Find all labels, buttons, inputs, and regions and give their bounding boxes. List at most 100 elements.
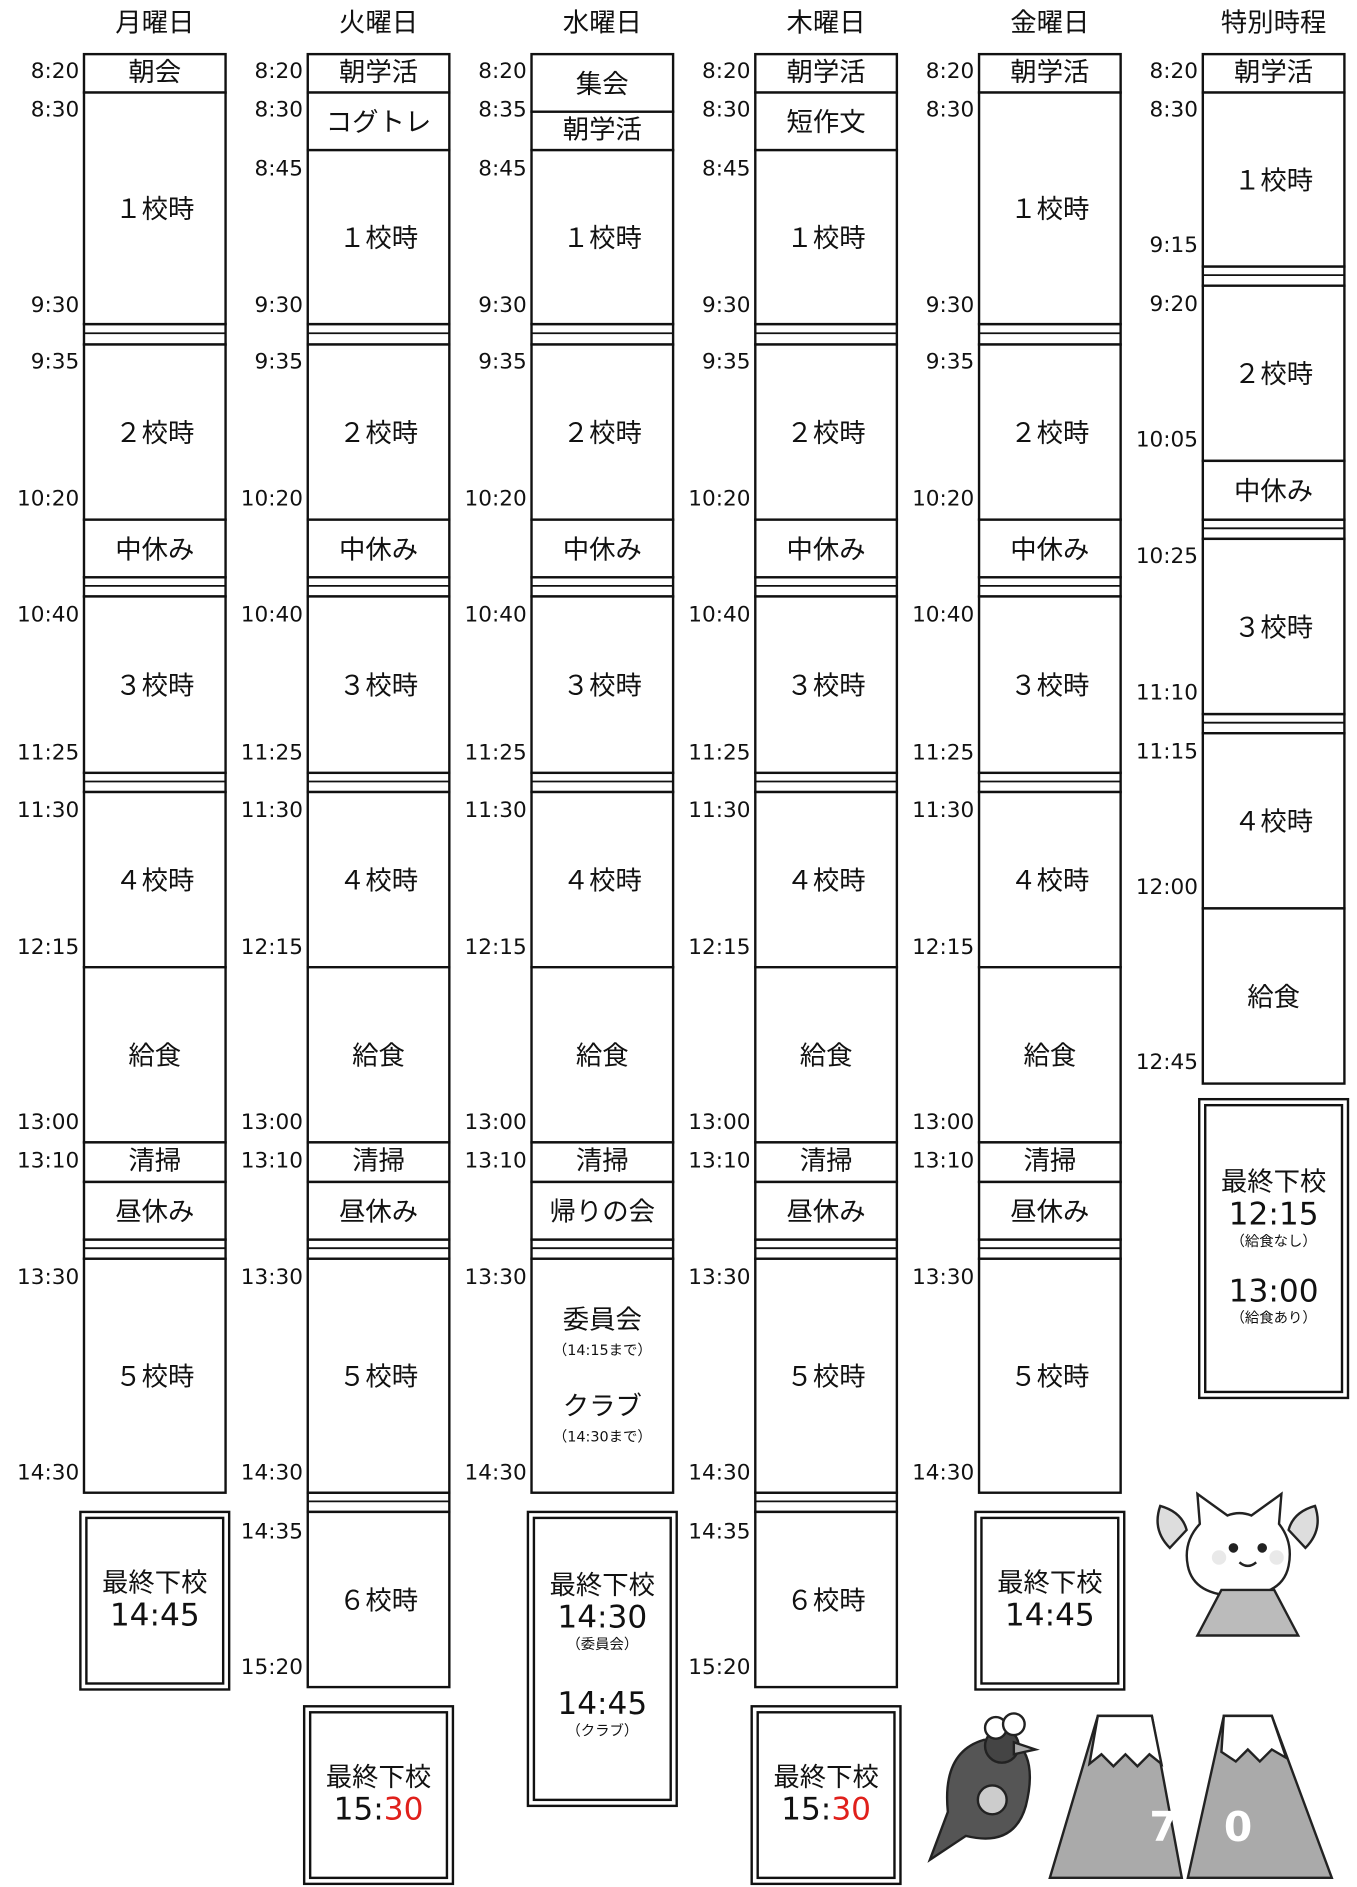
break-gap bbox=[977, 771, 1122, 794]
time-label: 13:30 bbox=[17, 1265, 79, 1290]
period-label: 給食 bbox=[352, 1042, 405, 1072]
period-block bbox=[82, 52, 227, 94]
time-label: 10:20 bbox=[688, 486, 750, 511]
period-label: 朝学活 bbox=[1010, 58, 1089, 88]
period-label: ３校時 bbox=[1010, 672, 1089, 702]
time-label: 13:00 bbox=[912, 1110, 974, 1135]
period-block bbox=[977, 790, 1122, 969]
time-label: 8:20 bbox=[1150, 59, 1198, 84]
period-label: 朝学活 bbox=[339, 58, 418, 88]
time-label: 8:30 bbox=[702, 98, 750, 123]
time-label: 12:15 bbox=[912, 935, 974, 960]
period-block bbox=[82, 1180, 227, 1241]
time-label: 13:30 bbox=[465, 1265, 527, 1290]
period-label: ４校時 bbox=[115, 867, 194, 897]
period-block bbox=[977, 52, 1122, 94]
period-block bbox=[977, 1257, 1122, 1494]
time-label: 10:40 bbox=[465, 603, 527, 628]
time-label: 12:15 bbox=[17, 935, 79, 960]
time-label: 8:30 bbox=[1150, 98, 1198, 123]
break-gap bbox=[82, 771, 227, 794]
time-label: 8:20 bbox=[478, 59, 526, 84]
time-label: 13:30 bbox=[241, 1265, 303, 1290]
period-block bbox=[306, 790, 451, 969]
time-label: 13:10 bbox=[241, 1149, 303, 1174]
time-label: 8:20 bbox=[926, 59, 974, 84]
period-block bbox=[1201, 91, 1346, 268]
time-label: 8:30 bbox=[31, 98, 79, 123]
time-label: 13:30 bbox=[912, 1265, 974, 1290]
break-gap bbox=[82, 322, 227, 346]
day-header: 水曜日 bbox=[563, 9, 642, 39]
break-gap bbox=[306, 1238, 451, 1260]
period-block bbox=[754, 595, 899, 775]
time-label: 9:35 bbox=[254, 349, 302, 374]
period-label: １校時 bbox=[339, 224, 418, 254]
day-column: 火曜日 8:20 8:30 8:45 9:30 9:35 10:20 10:40 11:25 11… bbox=[241, 9, 455, 1886]
period-block bbox=[754, 91, 899, 152]
period-label: ５校時 bbox=[1010, 1363, 1089, 1393]
time-label: 10:20 bbox=[912, 486, 974, 511]
period-block bbox=[306, 343, 451, 521]
time-label: 10:40 bbox=[241, 603, 303, 628]
period-label: ３校時 bbox=[115, 672, 194, 702]
period-block bbox=[530, 790, 675, 969]
period-label: 中休み bbox=[339, 535, 418, 565]
period-block bbox=[977, 595, 1122, 775]
period-label: ３校時 bbox=[339, 672, 418, 702]
period-label: 昼休み bbox=[115, 1198, 194, 1228]
svg-text:0: 0 bbox=[1224, 1803, 1252, 1851]
period-block bbox=[530, 1180, 675, 1241]
time-label: 10:20 bbox=[465, 486, 527, 511]
time-label: 10:20 bbox=[241, 486, 303, 511]
period-label: ５校時 bbox=[339, 1363, 418, 1393]
break-gap bbox=[754, 576, 899, 598]
period-block bbox=[306, 1180, 451, 1241]
period-label: ４校時 bbox=[563, 867, 642, 897]
time-label: 14:30 bbox=[688, 1461, 750, 1486]
period-label: 集会 bbox=[576, 70, 629, 100]
time-label: 11:25 bbox=[465, 741, 527, 766]
dismissal-outer bbox=[750, 1705, 902, 1886]
break-gap bbox=[1201, 265, 1346, 287]
period-block bbox=[1201, 459, 1346, 521]
day-header: 金曜日 bbox=[1010, 9, 1089, 39]
period-label: 清掃 bbox=[800, 1147, 853, 1177]
time-label: 9:30 bbox=[926, 293, 974, 318]
period-block bbox=[530, 110, 675, 152]
period-block bbox=[754, 343, 899, 521]
time-label: 14:30 bbox=[17, 1461, 79, 1486]
period-block bbox=[977, 1141, 1122, 1184]
dismissal-outer bbox=[79, 1510, 231, 1691]
time-label: 10:40 bbox=[17, 603, 79, 628]
time-label: 13:00 bbox=[688, 1110, 750, 1135]
time-label: 12:15 bbox=[241, 935, 303, 960]
time-label: 13:30 bbox=[688, 1265, 750, 1290]
period-block bbox=[530, 518, 675, 579]
break-gap bbox=[306, 576, 451, 598]
dismissal-title: 最終下校 bbox=[1221, 1168, 1327, 1198]
period-block bbox=[754, 1510, 899, 1689]
period-label: ２校時 bbox=[1234, 360, 1313, 390]
time-label: 9:35 bbox=[926, 349, 974, 374]
period-label: １校時 bbox=[1234, 166, 1313, 196]
period-label: ３校時 bbox=[563, 672, 642, 702]
break-gap bbox=[530, 1238, 675, 1260]
time-label: 11:25 bbox=[17, 741, 79, 766]
time-label: 15:20 bbox=[241, 1655, 303, 1680]
period-label: 昼休み bbox=[787, 1198, 866, 1228]
day-header: 火曜日 bbox=[339, 9, 418, 39]
time-label: 8:20 bbox=[31, 59, 79, 84]
period-label: 清掃 bbox=[1023, 1147, 1076, 1177]
period-block bbox=[306, 595, 451, 775]
time-label: 11:30 bbox=[465, 798, 527, 823]
time-label: 9:15 bbox=[1150, 233, 1198, 258]
break-gap bbox=[977, 1238, 1122, 1260]
period-label: 中休み bbox=[563, 535, 642, 565]
time-label: 8:35 bbox=[478, 98, 526, 123]
time-label: 12:45 bbox=[1136, 1050, 1198, 1075]
period-block bbox=[1201, 537, 1346, 716]
period-label: ４校時 bbox=[1010, 867, 1089, 897]
period-label: ５校時 bbox=[115, 1363, 194, 1393]
period-block bbox=[977, 1180, 1122, 1241]
